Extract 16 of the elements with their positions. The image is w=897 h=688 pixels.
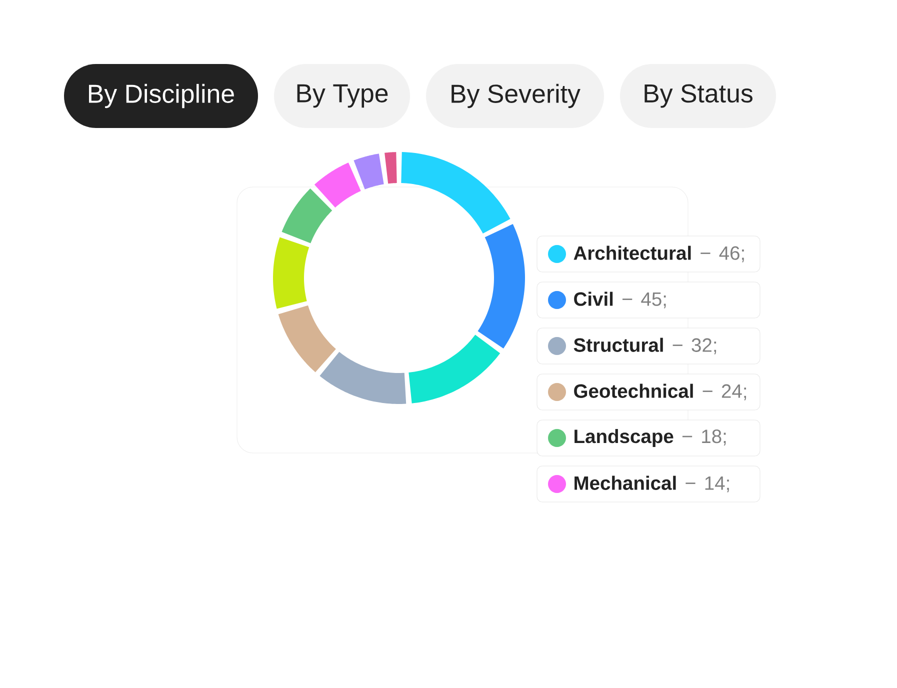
text: By Severity xyxy=(452,84,580,108)
data-label: 14; xyxy=(705,476,729,492)
data-label: 18; xyxy=(702,430,726,446)
data-label: 24; xyxy=(722,384,746,400)
text: By Status xyxy=(644,84,752,108)
text: By Discipline xyxy=(88,84,234,108)
data-label: 32; xyxy=(692,338,716,354)
legend-label: Civil xyxy=(574,292,613,306)
data-label: 46; xyxy=(719,246,744,262)
text: By Type xyxy=(297,84,388,108)
legend-label: Geotechnical xyxy=(574,384,693,398)
legend-label: Landscape xyxy=(574,429,674,447)
data-label: 45; xyxy=(641,292,666,308)
legend-label: Mechanical xyxy=(574,476,676,490)
legend-label: Structural xyxy=(574,338,663,352)
legend-label: Architectural xyxy=(574,246,691,260)
